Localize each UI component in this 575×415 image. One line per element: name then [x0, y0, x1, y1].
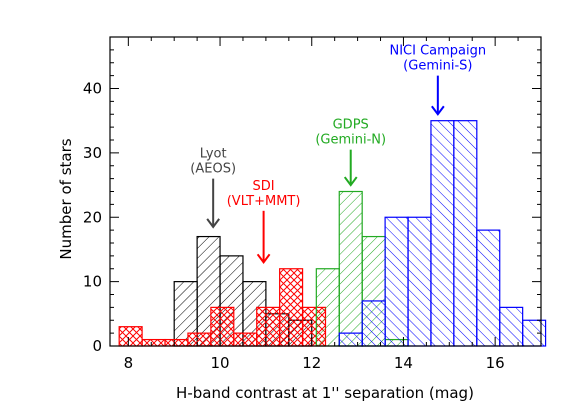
axes: 8 10 12 14 16 0 10 20 30 40	[83, 36, 542, 372]
histogram-bar	[338, 332, 363, 347]
arrow-down-icon	[431, 105, 445, 116]
histogram-bar	[256, 306, 281, 347]
annotation-label: NICI Campaign	[390, 44, 487, 59]
histogram-bar	[384, 216, 409, 347]
arrow-down-icon	[256, 253, 271, 264]
annotation-label: (Gemini-S)	[403, 59, 472, 74]
histogram-bar	[361, 300, 386, 347]
arrow-down-icon	[206, 218, 220, 229]
y-tick-label: 10	[83, 273, 102, 291]
histogram-bar	[210, 306, 235, 347]
x-tick-label: 16	[486, 354, 505, 372]
histogram-bar	[118, 326, 143, 347]
annotation-2: GDPS(Gemini-N)	[315, 118, 386, 187]
histogram-bar	[499, 306, 524, 347]
histogram-bar	[453, 120, 478, 347]
histogram-bar	[430, 120, 455, 347]
annotation-1: SDI(VLT+MMT)	[227, 179, 301, 264]
histogram-bar	[233, 332, 258, 347]
annotation-label: Lyot	[200, 147, 227, 162]
x-tick-label: 12	[302, 354, 321, 372]
histogram-bar	[476, 229, 501, 347]
histogram-bar	[164, 338, 189, 347]
annotations: Lyot(AEOS)SDI(VLT+MMT)GDPS(Gemini-N)NICI…	[190, 44, 487, 264]
y-tick-label: 20	[83, 208, 102, 226]
y-tick-label: 0	[92, 337, 102, 355]
y-tick-label: 30	[83, 144, 102, 162]
plot-area	[118, 120, 547, 347]
annotation-label: SDI	[253, 179, 275, 194]
histogram-bar	[338, 190, 363, 347]
x-tick-label: 8	[124, 354, 134, 372]
histogram-bar	[522, 319, 547, 347]
arrow-down-icon	[343, 176, 358, 187]
x-tick-label: 10	[210, 354, 229, 372]
annotation-0: Lyot(AEOS)	[190, 147, 236, 229]
x-axis-title: H-band contrast at 1'' separation (mag)	[176, 384, 474, 402]
annotation-label: (VLT+MMT)	[227, 194, 301, 209]
y-tick-label: 40	[83, 80, 102, 98]
histogram-bar	[407, 216, 432, 347]
annotation-3: NICI Campaign(Gemini-S)	[390, 44, 487, 116]
annotation-label: (Gemini-N)	[315, 133, 386, 148]
x-tick-label: 14	[394, 354, 413, 372]
annotation-label: GDPS	[333, 118, 369, 133]
histogram-bar	[279, 268, 304, 347]
histogram-bar	[315, 268, 340, 347]
histogram-bar	[141, 338, 166, 347]
series-3	[338, 120, 547, 347]
annotation-label: (AEOS)	[190, 162, 236, 177]
y-axis-title: Number of stars	[57, 138, 75, 259]
histogram-bar	[187, 332, 212, 347]
